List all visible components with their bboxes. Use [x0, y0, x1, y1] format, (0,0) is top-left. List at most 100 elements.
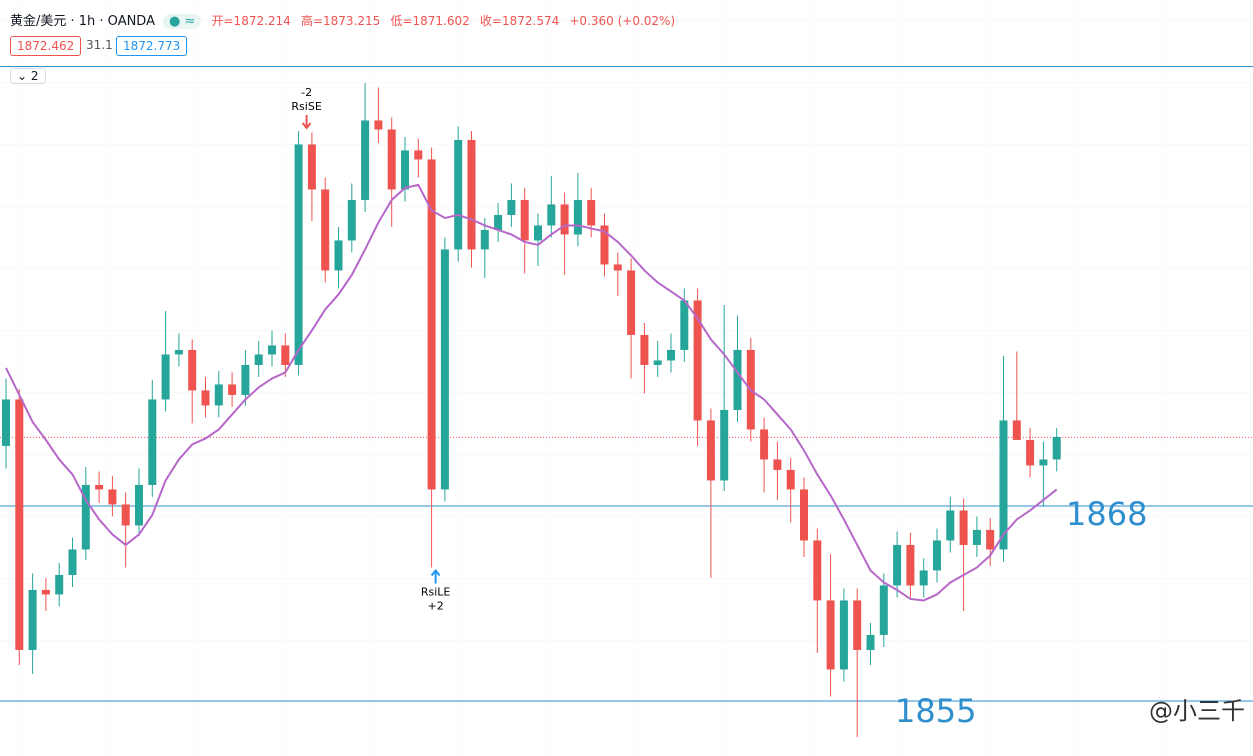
signal-arrow: [301, 114, 312, 130]
candle-body: [427, 159, 436, 490]
candle-body: [480, 229, 489, 250]
candle-body: [893, 544, 902, 586]
candle-body: [148, 399, 157, 485]
candle-body: [600, 225, 609, 265]
candle-body: [55, 574, 64, 595]
candle-body: [760, 429, 769, 460]
candle-body: [1052, 436, 1061, 460]
candle-body: [627, 270, 636, 335]
candle-body: [467, 139, 476, 250]
candle-body: [879, 585, 888, 635]
candle-body: [281, 345, 290, 365]
candle-body: [826, 600, 835, 670]
candle-body: [653, 360, 662, 365]
candle-body: [28, 589, 37, 650]
candle-body: [773, 459, 782, 470]
level-label: 1855: [895, 692, 976, 730]
candle-body: [347, 199, 356, 241]
candle-body: [680, 300, 689, 350]
candle-body: [387, 129, 396, 190]
candle-body: [906, 544, 915, 586]
candle-body: [108, 489, 117, 505]
ohlc-close: 收=1872.574: [479, 14, 560, 28]
candle-body: [161, 354, 170, 400]
candle-body: [494, 214, 503, 230]
candle-body: [254, 354, 263, 365]
candle-body: [214, 384, 223, 406]
candle-body: [95, 484, 104, 490]
candle-body: [68, 549, 77, 575]
candle-body: [720, 409, 729, 481]
candle-body: [786, 469, 795, 490]
indicator-toggle[interactable]: ⌄ 2: [10, 68, 46, 84]
candle-body: [1026, 439, 1035, 466]
candle-body: [401, 150, 409, 190]
signal-name: RsiLE: [421, 585, 451, 598]
signal-arrow: [430, 568, 441, 584]
symbol: 黄金/美元 · 1h · OANDA: [10, 14, 155, 29]
watermark: @小三千: [1149, 697, 1245, 725]
candle-body: [135, 484, 143, 526]
candle-body: [268, 345, 276, 355]
ohlc-change: +0.360 (+0.02%): [569, 14, 676, 28]
candle-body: [1039, 459, 1048, 466]
header: 黄金/美元 · 1h · OANDA ● ≈ 开=1872.214 高=1873.…: [10, 10, 681, 29]
candle-body: [613, 264, 622, 271]
candle-body: [321, 189, 330, 271]
candle-body: [813, 540, 822, 601]
candle-body: [693, 300, 702, 421]
candle-body: [972, 529, 981, 545]
candle-body: [919, 570, 928, 586]
candle-body: [999, 420, 1008, 550]
candle-body: [1012, 420, 1021, 440]
candle-body: [587, 199, 596, 226]
candle-body: [573, 199, 582, 235]
signal-qty: -2: [301, 86, 312, 99]
ohlc-low: 低=1871.602: [390, 14, 470, 28]
spread-tag: 31.1: [86, 38, 113, 52]
status-pill[interactable]: ● ≈: [162, 14, 202, 29]
candle-body: [15, 399, 24, 650]
candle-body: [507, 199, 516, 215]
bid-tag: 1872.462: [10, 36, 82, 56]
candle-body: [853, 600, 862, 650]
candle-body: [667, 349, 675, 361]
candle-body: [294, 144, 303, 365]
candle-body: [454, 139, 463, 250]
candle-body: [334, 240, 343, 271]
candle-body: [560, 204, 569, 235]
signal-name: RsiSE: [291, 100, 321, 113]
candle-body: [959, 510, 968, 545]
level-label: 1868: [1066, 495, 1147, 533]
candle-body: [414, 150, 423, 160]
candle-body: [41, 589, 50, 595]
candle-body: [2, 399, 10, 446]
candle-body: [839, 600, 848, 670]
candle-body: [307, 144, 316, 190]
ohlc-high: 高=1873.215: [300, 14, 381, 28]
candle-body: [81, 484, 90, 550]
candle-body: [706, 420, 715, 481]
candle-body: [361, 120, 370, 200]
candle-body: [440, 249, 449, 490]
moving-average: [5, 183, 1058, 602]
candle-body: [534, 225, 542, 241]
candle-body: [933, 540, 941, 571]
ohlc-open: 开=1872.214: [211, 14, 291, 28]
signal-qty: +2: [427, 599, 443, 612]
candle-body: [201, 390, 210, 406]
candle-body: [374, 120, 383, 130]
indicator-count: 2: [30, 69, 39, 83]
candle-body: [986, 529, 995, 550]
candle-body: [547, 204, 556, 226]
candle-body: [174, 349, 183, 355]
candle-body: [866, 634, 875, 650]
candle-body: [520, 199, 529, 241]
candle-body: [733, 349, 742, 410]
candle-body: [800, 489, 808, 541]
candle-body: [188, 349, 197, 391]
candle-body: [640, 334, 649, 365]
